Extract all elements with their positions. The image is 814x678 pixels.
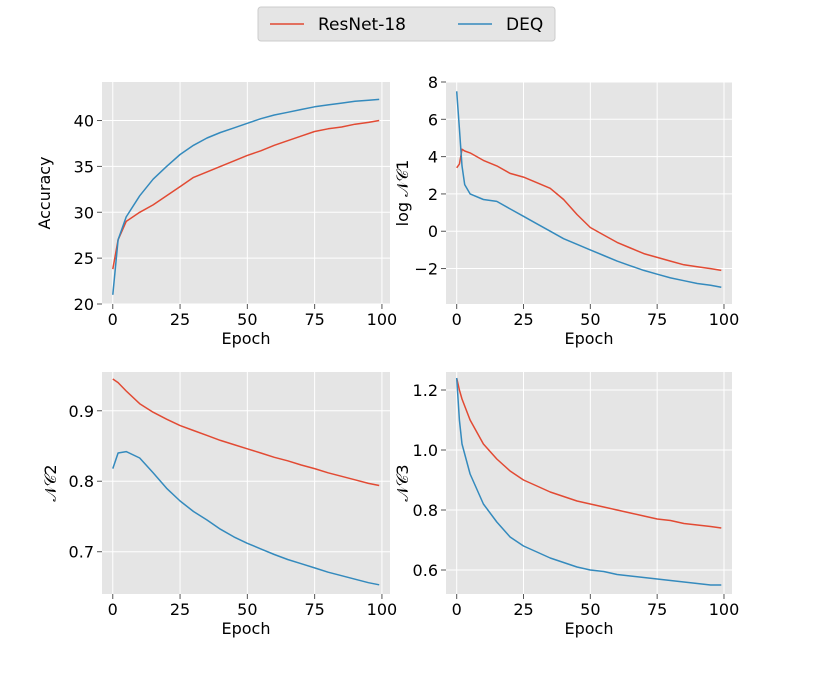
y-tick-label: 0 bbox=[428, 222, 438, 241]
x-tick-label: 75 bbox=[304, 600, 324, 619]
y-tick-label: 1.0 bbox=[413, 441, 438, 460]
y-tick-label: −2 bbox=[414, 260, 438, 279]
x-tick-label: 50 bbox=[237, 310, 257, 329]
x-axis-label: Epoch bbox=[565, 619, 614, 638]
x-tick-label: 0 bbox=[108, 600, 118, 619]
subplot-nc1: 0 25 50 75 100 −2 0 2 4 6 8 Epoch log 𝒩𝒞1 bbox=[393, 73, 739, 348]
y-tick-label: 35 bbox=[74, 157, 94, 176]
x-tick-label: 100 bbox=[367, 310, 398, 329]
y-tick-label: 0.7 bbox=[69, 543, 94, 562]
x-tick-label: 75 bbox=[304, 310, 324, 329]
series-line-deq bbox=[455, 377, 722, 586]
y-axis-label: 𝒩𝒞3 bbox=[393, 464, 412, 501]
y-tick-label: 0.9 bbox=[69, 402, 94, 421]
x-tick-label: 75 bbox=[647, 600, 667, 619]
y-tick-label: 2 bbox=[428, 185, 438, 204]
y-axis-label: 𝒩𝒞2 bbox=[41, 464, 60, 501]
x-tick-label: 25 bbox=[513, 600, 533, 619]
x-tick-label: 0 bbox=[452, 310, 462, 329]
y-axis-label: log 𝒩𝒞1 bbox=[393, 160, 412, 227]
x-tick-label: 25 bbox=[170, 310, 190, 329]
subplot-accuracy: 0 25 50 75 100 20 25 30 35 40 Epoch Accuracy bbox=[35, 82, 397, 348]
y-tick-label: 8 bbox=[428, 73, 438, 92]
x-tick-label: 50 bbox=[580, 310, 600, 329]
x-tick-label: 100 bbox=[367, 600, 398, 619]
x-axis-label: Epoch bbox=[222, 329, 271, 348]
series-line-deq bbox=[112, 450, 380, 586]
y-tick-label: 30 bbox=[74, 203, 94, 222]
series-line-resnet bbox=[112, 378, 380, 487]
legend-box bbox=[257, 6, 556, 42]
plot-area bbox=[446, 372, 732, 594]
series-line-deq bbox=[455, 91, 722, 288]
series-line-resnet bbox=[455, 377, 722, 529]
plot-area bbox=[446, 82, 732, 304]
legend-label-deq: DEQ bbox=[506, 15, 543, 35]
y-tick-label: 0.8 bbox=[413, 501, 438, 520]
y-axis-label: Accuracy bbox=[35, 156, 54, 229]
y-tick-label: 20 bbox=[74, 295, 94, 314]
y-tick-label: 40 bbox=[74, 112, 94, 131]
y-tick-label: 4 bbox=[428, 148, 438, 167]
x-tick-label: 25 bbox=[170, 600, 190, 619]
y-tick-label: 0.8 bbox=[69, 472, 94, 491]
legend-label-resnet: ResNet-18 bbox=[318, 15, 406, 35]
y-tick-label: 25 bbox=[74, 249, 94, 268]
x-tick-label: 50 bbox=[580, 600, 600, 619]
x-tick-label: 0 bbox=[108, 310, 118, 329]
x-tick-label: 0 bbox=[452, 600, 462, 619]
y-tick-label: 1.2 bbox=[413, 381, 438, 400]
x-axis-label: Epoch bbox=[565, 329, 614, 348]
x-tick-label: 75 bbox=[647, 310, 667, 329]
plot-area bbox=[102, 82, 390, 304]
series-line-resnet bbox=[112, 119, 380, 270]
y-tick-label: 0.6 bbox=[413, 561, 438, 580]
subplot-nc2: 0 25 50 75 100 0.7 0.8 0.9 Epoch 𝒩𝒞2 bbox=[41, 372, 397, 638]
plot-area bbox=[102, 372, 390, 594]
subplot-nc3: 0 25 50 75 100 0.6 0.8 1.0 1.2 Epoch 𝒩𝒞3 bbox=[393, 372, 739, 638]
y-tick-label: 6 bbox=[428, 110, 438, 129]
x-axis-label: Epoch bbox=[222, 619, 271, 638]
x-tick-label: 100 bbox=[709, 310, 740, 329]
x-tick-label: 50 bbox=[237, 600, 257, 619]
x-tick-label: 25 bbox=[513, 310, 533, 329]
series-line-resnet bbox=[456, 148, 722, 272]
legend: ResNet-18 DEQ bbox=[257, 6, 556, 42]
series-line-deq bbox=[112, 98, 380, 295]
x-tick-label: 100 bbox=[709, 600, 740, 619]
